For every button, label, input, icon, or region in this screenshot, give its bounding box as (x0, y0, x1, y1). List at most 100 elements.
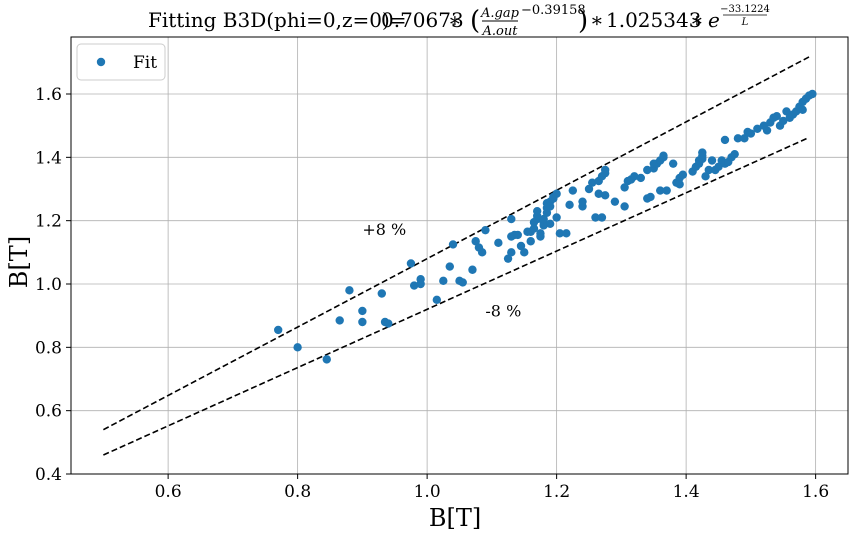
data-point (668, 159, 678, 168)
data-point (584, 184, 594, 194)
data-point (345, 286, 354, 295)
band-label-upper: +8 % (362, 220, 406, 239)
title-frac-numerator: A.gap (480, 6, 520, 21)
data-point (591, 213, 600, 222)
data-point (762, 126, 772, 135)
y-tick-label: 1.6 (35, 85, 62, 105)
data-point (600, 165, 610, 175)
data-points (274, 89, 817, 364)
data-point (610, 197, 620, 206)
data-point (494, 238, 503, 248)
data-point (733, 134, 743, 143)
y-tick-label: 1.4 (35, 148, 62, 168)
title-times-2: ∗ (590, 8, 604, 32)
title-factor: 1.025343 (606, 8, 701, 32)
data-point (636, 173, 645, 183)
data-point (798, 105, 807, 115)
data-point (533, 206, 542, 216)
data-point (545, 202, 555, 211)
data-point (507, 248, 516, 257)
legend-marker-fit (96, 57, 106, 67)
title-close-paren: ) (578, 6, 588, 36)
x-tick-label: 1.0 (414, 482, 441, 502)
data-point (646, 192, 655, 202)
data-point (468, 265, 477, 274)
data-point (503, 254, 513, 263)
data-point (740, 134, 749, 143)
data-point (779, 116, 788, 126)
data-point (536, 229, 545, 238)
plot-frame (70, 36, 849, 475)
data-point (698, 151, 707, 160)
data-point (471, 237, 480, 246)
data-point (293, 343, 302, 352)
data-point (620, 183, 629, 192)
data-point (678, 170, 688, 179)
data-point (358, 317, 367, 327)
data-point (643, 165, 652, 175)
data-point (516, 241, 526, 251)
data-point (322, 355, 331, 364)
data-point (808, 89, 817, 99)
data-point (753, 124, 762, 134)
data-point (526, 237, 535, 246)
band-labels: +8 % -8 % (362, 220, 521, 320)
data-point (701, 172, 710, 181)
data-point (730, 149, 739, 159)
title-exponent: −0.39158 (521, 3, 586, 18)
data-point (552, 189, 561, 198)
data-point (656, 186, 665, 195)
data-point (594, 189, 603, 198)
y-tick-label: 1.2 (35, 212, 62, 232)
data-point (597, 213, 607, 222)
data-point (552, 213, 561, 222)
data-point (746, 129, 756, 138)
data-point (439, 276, 448, 286)
data-point (772, 111, 781, 121)
data-point (377, 289, 386, 298)
data-point (720, 135, 730, 145)
data-point (448, 240, 458, 249)
title-times-3: ∗ (690, 8, 704, 32)
data-point (578, 197, 587, 206)
data-point (568, 186, 578, 195)
data-point (555, 229, 565, 238)
y-axis-label: B[T] (5, 236, 33, 288)
data-point (704, 165, 713, 175)
x-tick-label: 0.6 (155, 482, 182, 502)
data-point (545, 219, 555, 229)
data-point (358, 306, 367, 316)
title-exp-numerator: −33.1224 (720, 4, 770, 15)
data-point (782, 107, 791, 116)
data-point (416, 279, 425, 289)
x-tick-label: 1.2 (543, 482, 570, 502)
data-point (565, 200, 574, 210)
data-point (714, 162, 723, 172)
band-line-lower (103, 136, 810, 456)
y-tick-label: 0.8 (35, 338, 62, 358)
data-point (675, 180, 684, 189)
data-point (481, 225, 490, 235)
x-tick-label: 1.4 (673, 482, 700, 502)
legend-box (76, 43, 166, 81)
data-point (409, 281, 419, 290)
data-point (620, 202, 629, 211)
x-axis-label: B[T] (429, 504, 481, 532)
x-tick-label: 1.6 (802, 482, 829, 502)
data-point (384, 319, 393, 328)
y-axis-ticks: 0.4 0.6 0.8 1.0 1.2 1.4 1.6 (35, 85, 71, 485)
data-point (458, 278, 467, 287)
data-point (477, 248, 487, 257)
y-tick-label: 0.6 (35, 402, 62, 422)
data-point (600, 191, 610, 200)
data-point (630, 172, 639, 181)
x-axis-ticks: 0.6 0.8 1.0 1.2 1.4 1.6 (155, 474, 829, 502)
legend: Fit (76, 43, 166, 81)
legend-label-fit: Fit (133, 53, 157, 73)
data-point (445, 262, 454, 271)
plot-area: 0.6 0.8 1.0 1.2 1.4 1.6 0.4 0.6 0.8 1.0 1.2 1.4 1.6… (35, 36, 849, 502)
data-point (274, 325, 283, 335)
y-tick-label: 0.4 (35, 465, 62, 485)
